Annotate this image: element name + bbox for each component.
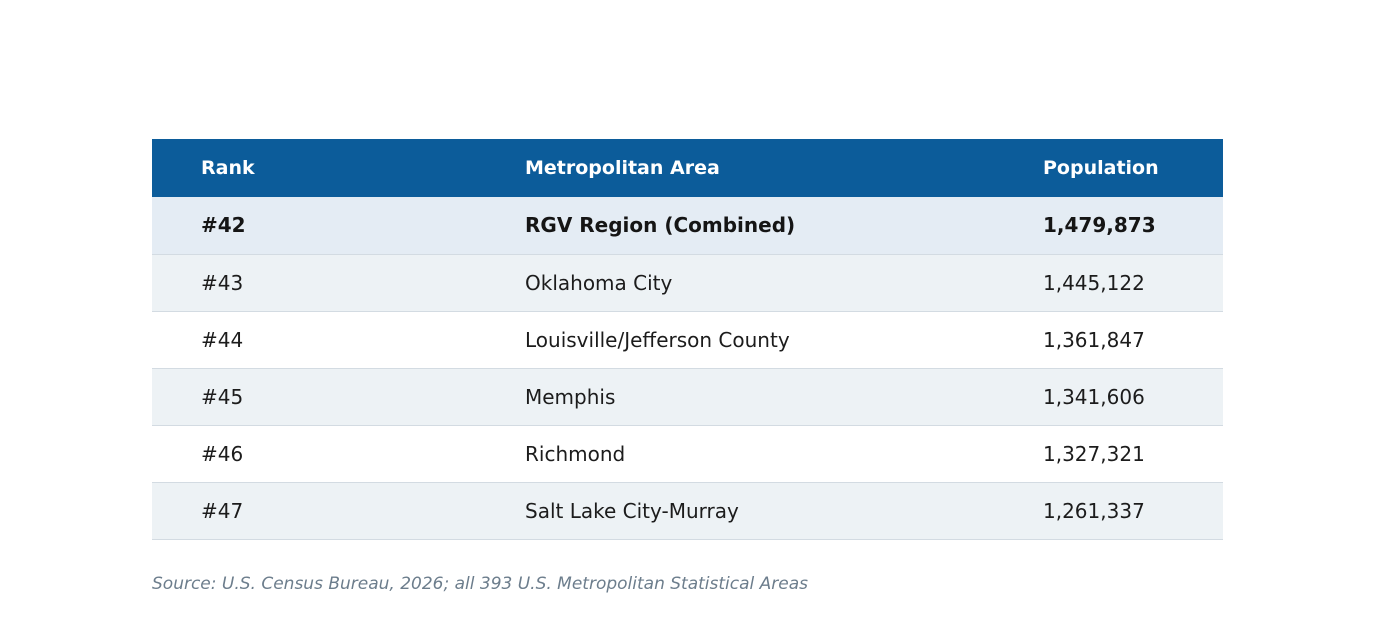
cell-area: Oklahoma City xyxy=(525,270,673,295)
table-row: #43 Oklahoma City 1,445,122 xyxy=(152,254,1223,311)
cell-rank: #46 xyxy=(201,441,244,466)
table-row: #44 Louisville/Jefferson County 1,361,84… xyxy=(152,311,1223,368)
header-metropolitan-area: Metropolitan Area xyxy=(525,157,720,179)
header-row: Rank Metropolitan Area Population xyxy=(152,139,1223,197)
ranking-table-container: Rank Metropolitan Area Population #42 RG… xyxy=(152,139,1223,540)
source-note: Source: U.S. Census Bureau, 2026; all 39… xyxy=(152,574,809,594)
cell-area: Memphis xyxy=(525,384,616,409)
table-row: #45 Memphis 1,341,606 xyxy=(152,368,1223,425)
cell-rank: #45 xyxy=(201,384,244,409)
cell-area: Richmond xyxy=(525,441,626,466)
cell-rank: #43 xyxy=(201,270,244,295)
table-body: #42 RGV Region (Combined) 1,479,873 #43 … xyxy=(152,197,1223,539)
table-row: #46 Richmond 1,327,321 xyxy=(152,425,1223,482)
table-row: #47 Salt Lake City-Murray 1,261,337 xyxy=(152,482,1223,539)
cell-rank: #47 xyxy=(201,498,244,523)
cell-area: Salt Lake City-Murray xyxy=(525,498,739,523)
cell-population: 1,261,337 xyxy=(1043,498,1145,523)
cell-population: 1,327,321 xyxy=(1043,441,1145,466)
cell-population: 1,361,847 xyxy=(1043,327,1145,352)
cell-rank: #44 xyxy=(201,327,244,352)
cell-population: 1,445,122 xyxy=(1043,270,1145,295)
cell-area: RGV Region (Combined) xyxy=(525,213,796,238)
header-rank: Rank xyxy=(201,157,255,179)
cell-area: Louisville/Jefferson County xyxy=(525,327,790,352)
table-row-highlighted: #42 RGV Region (Combined) 1,479,873 xyxy=(152,197,1223,254)
table-header: Rank Metropolitan Area Population xyxy=(152,139,1223,197)
cell-rank: #42 xyxy=(201,213,246,238)
cell-population: 1,479,873 xyxy=(1043,213,1156,238)
cell-population: 1,341,606 xyxy=(1043,384,1145,409)
metro-population-table: Rank Metropolitan Area Population #42 RG… xyxy=(152,139,1223,540)
header-population: Population xyxy=(1043,157,1159,179)
